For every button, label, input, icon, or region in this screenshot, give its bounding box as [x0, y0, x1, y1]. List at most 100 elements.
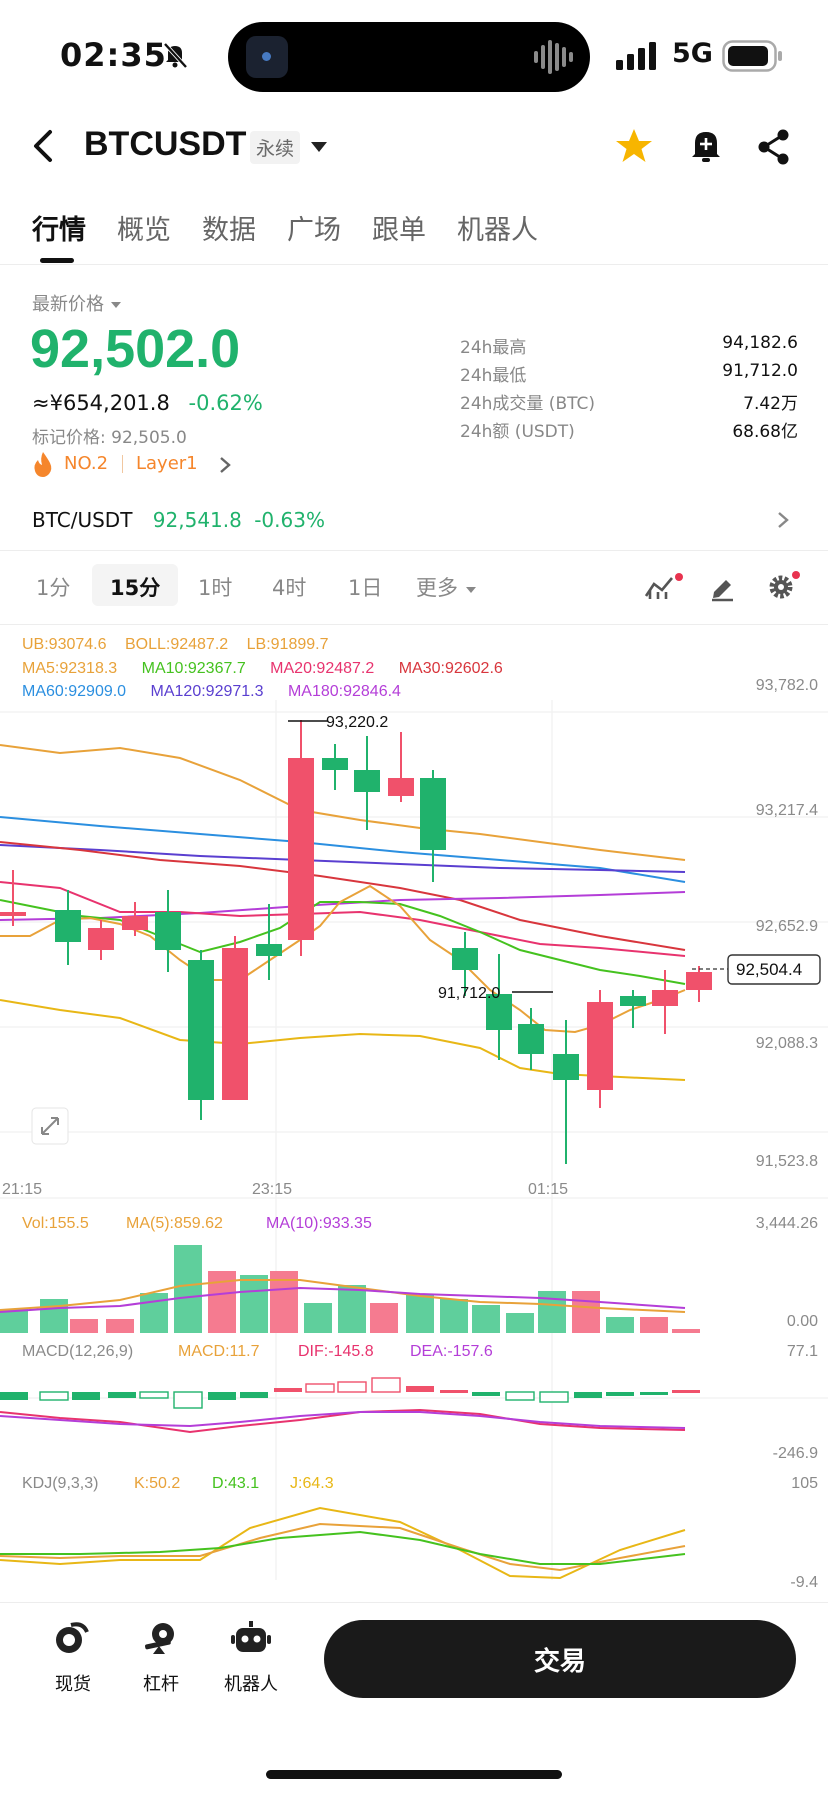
symbol-dropdown-icon[interactable] — [310, 140, 328, 154]
live-activity-icon — [246, 36, 288, 78]
timeframe-1m[interactable]: 1分 — [36, 576, 71, 600]
ma180-value: MA180:92846.4 — [287, 683, 401, 700]
active-tab-indicator — [40, 258, 74, 263]
macd-bar — [505, 1391, 535, 1401]
tag-divider — [122, 455, 123, 473]
spot-pair-row[interactable]: BTC/USDT 92,541.8 -0.63% — [32, 508, 325, 532]
chart-settings-gear-icon[interactable] — [766, 570, 802, 602]
dif-value: DIF:-145.8 — [298, 1343, 374, 1360]
volume-bar — [440, 1299, 468, 1333]
candle-body — [686, 972, 712, 990]
tab-overview[interactable]: 概览 — [117, 215, 171, 246]
price-axis-label: 93,217.4 — [756, 802, 818, 819]
symbol-title[interactable]: BTCUSDT — [84, 125, 247, 163]
indicator-icon[interactable] — [644, 572, 684, 602]
nav-spot[interactable]: 现货 — [28, 1620, 118, 1696]
spot-coins-icon — [56, 1622, 89, 1653]
volume-bar — [472, 1305, 500, 1333]
contract-type-badge[interactable]: 永续 — [250, 131, 301, 164]
kdj-axis-bottom: -9.4 — [790, 1574, 818, 1591]
nav-margin[interactable]: 杠杆 — [116, 1620, 206, 1696]
robot-icon — [231, 1621, 271, 1652]
kline-chart[interactable]: 93,220.2 91,712.0 92,504.4 93,782.0 93,2… — [0, 620, 828, 1600]
vol-ma5-value: MA(5):859.62 — [126, 1215, 223, 1232]
battery-icon — [722, 40, 782, 72]
boll-mid: BOLL:92487.2 — [124, 636, 229, 653]
dea-value: DEA:-157.6 — [410, 1343, 493, 1360]
volume-bar — [304, 1303, 332, 1333]
timeframe-15m[interactable]: 15分 — [110, 576, 161, 600]
tab-data[interactable]: 数据 — [202, 215, 256, 246]
tab-square[interactable]: 广场 — [287, 215, 341, 246]
macd-bar — [274, 1388, 302, 1392]
price-cny-line: ≈¥654,201.8 -0.62% — [32, 391, 263, 415]
kdj-j-line — [0, 1506, 686, 1580]
vol-ma10-line — [0, 1286, 686, 1313]
low-marker: 91,712.0 — [438, 985, 553, 1002]
price-axis-label: 92,652.9 — [756, 918, 818, 935]
stat-label: 24h额 (USDT) — [460, 422, 575, 442]
candle-body — [486, 994, 512, 1030]
fullscreen-expand-icon[interactable] — [31, 1107, 69, 1145]
volume-bar — [506, 1313, 534, 1333]
candle-body — [652, 990, 678, 1006]
time-axis-label: 01:15 — [528, 1181, 568, 1198]
macd-bar — [337, 1381, 367, 1393]
macd-axis-top: 77.1 — [787, 1343, 818, 1360]
boll-upper-line — [0, 744, 686, 861]
drawing-pen-icon[interactable] — [708, 574, 736, 602]
boll-lower-line — [0, 999, 686, 1081]
stat-label: 24h最高 — [460, 338, 527, 358]
ma-legend-2: MA60:92909.0 MA120:92971.3 MA180:92846.4 — [22, 683, 401, 701]
tab-bots[interactable]: 机器人 — [457, 215, 538, 246]
timeframe-1d[interactable]: 1日 — [348, 576, 383, 600]
volume-ma-lines — [0, 1279, 686, 1313]
spot-pair-change: -0.63% — [254, 508, 325, 532]
macd-bar — [406, 1386, 434, 1392]
kdj-lines — [0, 1506, 686, 1580]
kdj-legend: KDJ(9,3,3) K:50.2 D:43.1 J:64.3 — [22, 1475, 334, 1492]
candle-body — [452, 948, 478, 970]
timeframe-more[interactable]: 更多 — [416, 572, 477, 602]
kdj-k-line — [0, 1522, 686, 1572]
stat-volume: 24h成交量 (BTC) 7.42万 — [460, 389, 798, 417]
candle-body — [155, 912, 181, 950]
stat-value: 7.42万 — [743, 394, 798, 414]
tab-market[interactable]: 行情 — [32, 215, 86, 246]
stat-turnover: 24h额 (USDT) 68.68亿 — [460, 417, 798, 445]
nav-margin-label: 杠杆 — [143, 1674, 179, 1695]
flame-icon — [34, 452, 52, 477]
home-indicator — [266, 1770, 562, 1779]
signal-icon — [616, 42, 656, 70]
timeframe-1h[interactable]: 1时 — [198, 576, 233, 600]
share-icon[interactable] — [756, 128, 792, 166]
kdj-j-value: J:64.3 — [290, 1475, 334, 1492]
timeframe-4h[interactable]: 4时 — [272, 576, 307, 600]
nav-bots[interactable]: 机器人 — [206, 1620, 296, 1696]
time-axis-label: 21:15 — [2, 1181, 42, 1198]
macd-bar — [539, 1391, 569, 1403]
price-axis-label: 92,088.3 — [756, 1035, 818, 1052]
spot-pair-name: BTC/USDT — [32, 508, 133, 532]
dynamic-island — [228, 22, 590, 92]
high-marker-label: 93,220.2 — [326, 714, 388, 731]
kdj-d-line — [0, 1530, 686, 1565]
macd-name: MACD(12,26,9) — [22, 1343, 133, 1360]
chevron-right-icon[interactable] — [776, 510, 790, 530]
price-axis: 93,782.0 93,217.4 92,652.9 92,088.3 91,5… — [756, 677, 818, 1170]
volume-bar — [672, 1329, 700, 1333]
dea-line — [0, 1411, 686, 1429]
candle-body — [0, 912, 26, 916]
ma5-value: MA5:92318.3 — [22, 660, 118, 677]
volume-bar — [70, 1319, 98, 1333]
low-marker-label: 91,712.0 — [438, 985, 500, 1002]
sector-tag[interactable]: Layer1 — [136, 453, 198, 474]
back-arrow-icon[interactable] — [28, 126, 58, 166]
latest-price-label[interactable]: 最新价格 — [32, 290, 122, 316]
chevron-right-icon[interactable] — [218, 455, 232, 475]
star-favorite-icon[interactable] — [614, 126, 654, 166]
rank-tag[interactable]: NO.2 — [64, 453, 109, 474]
tab-copy-trading[interactable]: 跟单 — [372, 215, 426, 246]
price-alert-bell-icon[interactable] — [688, 126, 724, 166]
trade-button[interactable]: 交易 — [324, 1620, 796, 1698]
